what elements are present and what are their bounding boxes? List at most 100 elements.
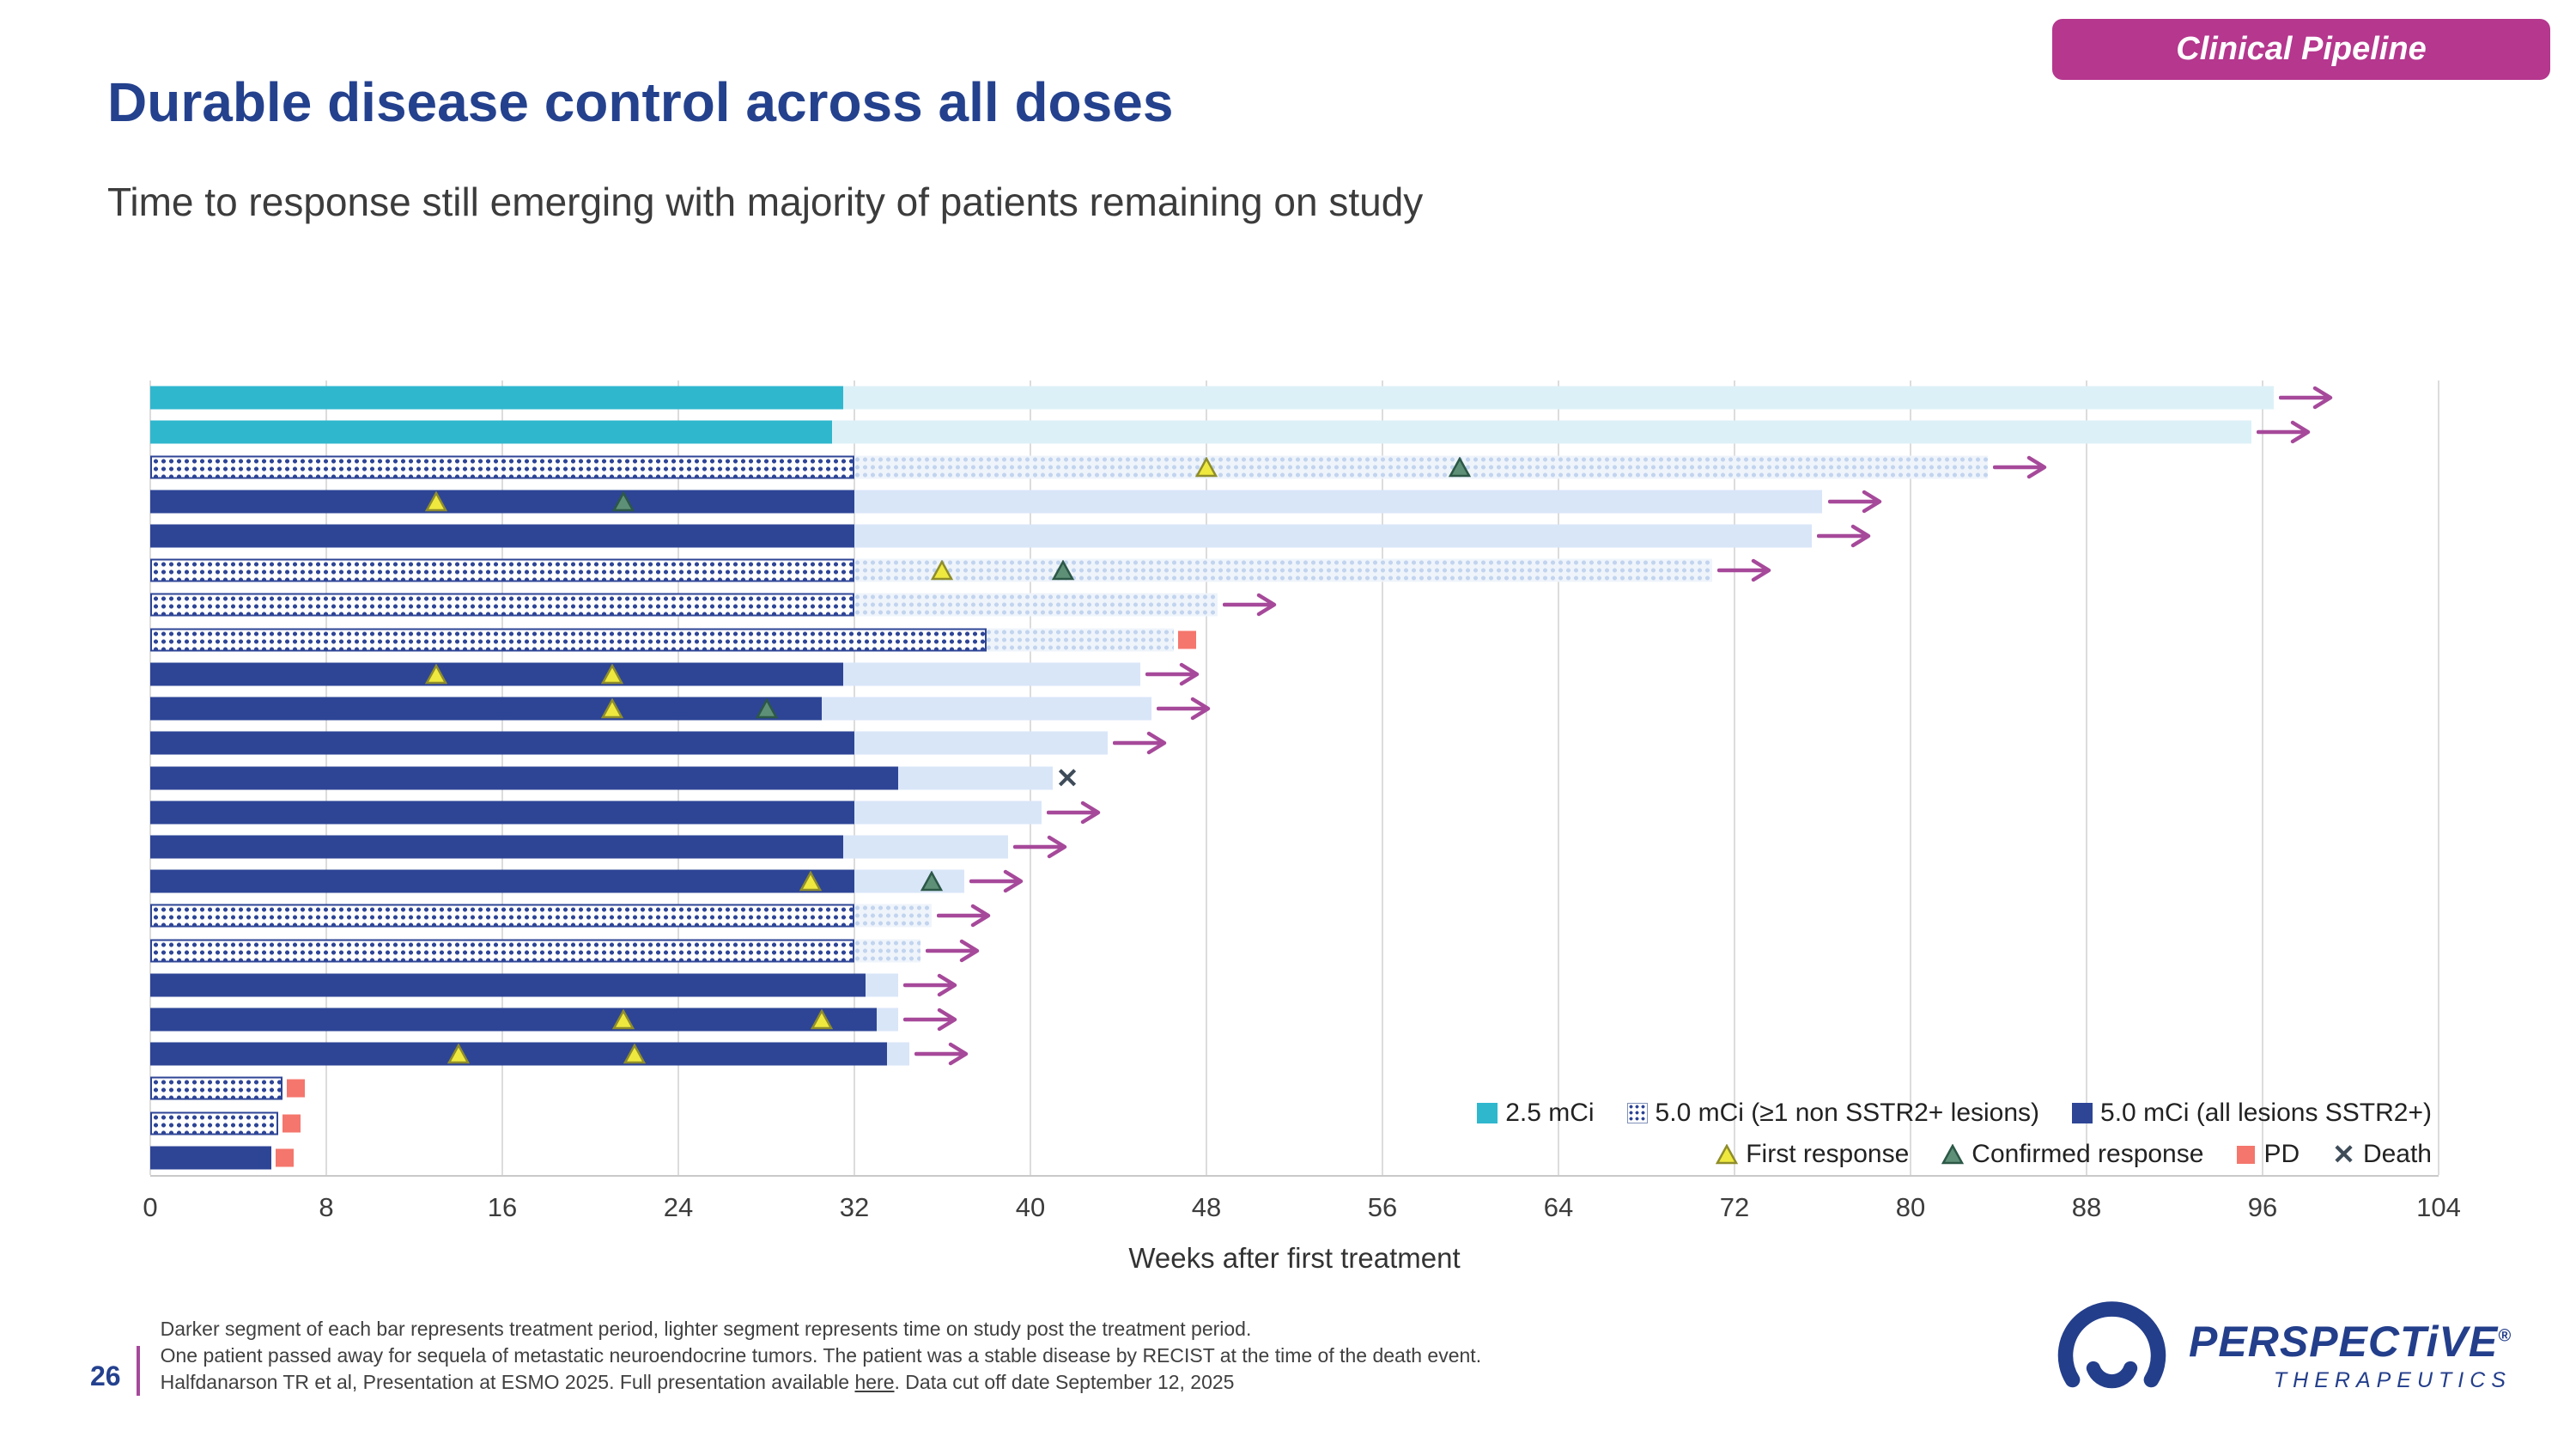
treatment-segment [150, 731, 854, 755]
legend-row-events: First response Confirmed response PD ✕ Death [1477, 1134, 2432, 1175]
arrow-icon [2278, 386, 2333, 410]
confirmed-response-marker [755, 697, 778, 719]
treatment-segment [150, 973, 866, 997]
patient-row [150, 657, 2439, 691]
arrow-icon [1145, 662, 1200, 686]
gridline [2438, 381, 2439, 1175]
arrow-icon [1112, 732, 1166, 755]
patient-row [150, 691, 2439, 726]
treatment-segment [150, 697, 822, 721]
ongoing-arrow [925, 937, 987, 965]
patient-row [150, 415, 2439, 449]
x-tick: 64 [1543, 1192, 1574, 1222]
arrow-icon [903, 973, 957, 997]
pd-marker [1177, 630, 1197, 649]
treatment-segment [150, 766, 899, 790]
legend-label: Confirmed response [1971, 1140, 2204, 1168]
treatment-segment [150, 904, 854, 928]
confirmed-response-icon [611, 490, 635, 512]
arrow-icon [1222, 594, 1277, 617]
legend-label: 2.5 mCi [1505, 1099, 1595, 1127]
pd-marker [286, 1079, 306, 1099]
gridline [2086, 381, 2087, 1175]
gridline [1733, 381, 1735, 1175]
ongoing-arrow [1046, 799, 1109, 826]
patient-row [150, 968, 2439, 1002]
patient-row [150, 519, 2439, 553]
x-tick-labels: 0 8 16 24 32 40 48 56 64 72 80 88 96 104 [143, 1192, 2460, 1228]
treatment-segment [150, 1146, 271, 1170]
ongoing-arrow [1013, 833, 1075, 861]
confirmed-response-marker [920, 870, 943, 892]
footer: 26 Darker segment of each bar represents… [90, 1316, 1481, 1396]
pd-marker [275, 1148, 295, 1167]
treatment-segment [150, 1042, 888, 1066]
first-response-marker [611, 1008, 635, 1030]
confirmed-response-icon [1448, 455, 1471, 477]
first-response-icon [1194, 455, 1218, 477]
first-response-icon [1716, 1144, 1739, 1165]
patient-row [150, 1106, 2439, 1141]
patient-row [150, 449, 2439, 484]
first-response-marker [810, 1008, 833, 1030]
treatment-segment [150, 420, 833, 444]
first-response-marker [1194, 455, 1218, 478]
treatment-segment [150, 801, 854, 825]
legend-item-death: ✕ Death [2332, 1140, 2432, 1169]
arrow-icon [1992, 455, 2046, 478]
footnote-3: Halfdanarson TR et al, Presentation at E… [161, 1369, 1481, 1396]
ongoing-arrow [1145, 661, 1207, 688]
arrow-icon [1717, 558, 1771, 582]
first-response-marker [931, 559, 954, 581]
first-response-marker [425, 663, 448, 685]
legend-item-first-response: First response [1716, 1140, 1909, 1169]
confirmed-response-marker [1052, 559, 1075, 581]
arrow-icon [1156, 697, 1211, 721]
treatment-segment [150, 593, 854, 617]
legend-label: PD [2263, 1140, 2300, 1168]
patient-row [150, 795, 2439, 830]
first-response-marker [447, 1043, 470, 1064]
arrow-icon [1046, 801, 1101, 824]
first-response-icon [601, 663, 624, 685]
legend-label: First response [1746, 1140, 1910, 1168]
page-subtitle: Time to response still emerging with maj… [107, 180, 1424, 224]
arrow-icon [914, 1043, 969, 1066]
x-axis-label: Weeks after first treatment [1128, 1242, 1461, 1274]
logo-text: PERSPECTiVE® THERAPEUTICS [2189, 1320, 2512, 1393]
treatment-segment [150, 939, 854, 963]
x-tick: 104 [2416, 1192, 2461, 1222]
treatment-segment [150, 524, 854, 548]
first-response-marker [601, 663, 624, 685]
gridline [1558, 381, 1559, 1175]
x-tick: 80 [1895, 1192, 1926, 1222]
first-response-icon [447, 1043, 470, 1064]
footnote-1: Darker segment of each bar represents tr… [160, 1318, 1252, 1340]
ongoing-arrow [936, 902, 999, 929]
treatment-segment [150, 1111, 278, 1135]
x-tick: 56 [1367, 1192, 1398, 1222]
legend-label: Death [2362, 1140, 2432, 1168]
legend-item-5-0-mci-all-lesions-sstr2: 5.0 mCi (all lesions SSTR2+) [2072, 1099, 2432, 1128]
patient-row [150, 553, 2439, 588]
first-response-marker [601, 697, 624, 719]
arrow-icon [969, 869, 1024, 893]
logo-mark-icon [2057, 1301, 2166, 1389]
arrow-icon [1013, 835, 1067, 859]
footnote-3-text-pre: Halfdanarson TR et al, Presentation at E… [160, 1371, 855, 1393]
legend-label: 5.0 mCi (all lesions SSTR2+) [2100, 1099, 2432, 1127]
cyan-swatch-icon [1477, 1103, 1498, 1123]
ongoing-arrow [903, 1006, 965, 1033]
gridline [1206, 381, 1207, 1175]
pd-icon [2237, 1145, 2256, 1164]
legend-item-2-5-mci: 2.5 mCi [1477, 1099, 1595, 1128]
patient-row [150, 484, 2439, 519]
first-response-marker [623, 1043, 646, 1064]
treatment-segment [150, 490, 854, 514]
ongoing-arrow [1992, 454, 2055, 481]
death-icon: ✕ [2332, 1139, 2355, 1170]
presentation-link[interactable]: here [854, 1371, 895, 1393]
arrow-icon [925, 939, 980, 962]
arrow-icon [1816, 524, 1870, 548]
arrow-icon [2256, 421, 2311, 444]
